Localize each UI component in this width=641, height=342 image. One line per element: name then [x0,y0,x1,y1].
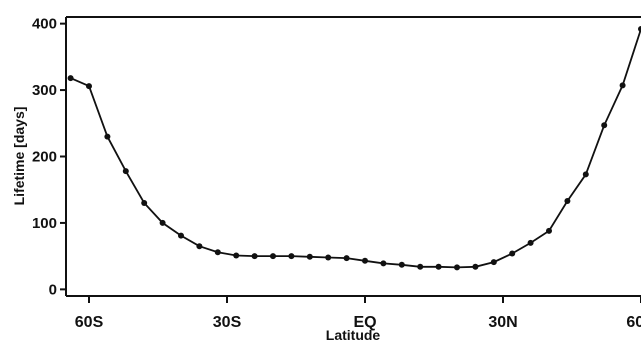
data-point [141,200,148,206]
data-point [490,259,497,266]
data-point [362,257,368,264]
data-point [270,253,276,260]
y-tick-label: 300 [32,82,57,99]
data-point [122,168,129,175]
data-point [306,253,313,260]
y-tick-label: 200 [32,149,57,166]
series [67,26,641,271]
data-point [159,219,166,226]
data-point [398,261,405,268]
data-point [582,171,589,178]
x-tick-label: 30N [488,314,517,331]
data-point [619,82,626,89]
data-point [86,83,92,90]
data-point [638,26,641,32]
data-point [343,255,350,262]
y-ticks: 0 100 200 300 400 [32,16,66,298]
y-tick-label: 0 [49,281,57,298]
y-axis-title: Lifetime [days] [11,107,27,206]
data-point [325,254,332,261]
data-point [214,249,221,256]
data-point [472,263,479,270]
y-tick-label: 400 [32,16,57,33]
data-point [527,239,534,246]
data-point [178,232,184,239]
x-tick-label: 30S [213,314,242,331]
data-point [454,264,460,271]
data-point [564,198,571,204]
data-point [380,260,387,267]
plot-axes [65,16,641,297]
x-ticks: 60S 30S EQ 30N 60N [75,296,641,331]
series-line [70,28,641,269]
data-point [417,263,424,270]
x-tick-label: 60N [626,314,641,331]
x-tick-label: 60S [75,314,104,331]
data-point [435,263,442,270]
y-tick-label: 100 [32,215,57,232]
data-point [251,253,258,260]
data-point [67,75,74,82]
data-point [288,253,295,260]
data-point [546,227,552,234]
x-axis-title: Latitude [326,327,381,342]
x-tick-label: EQ [353,314,376,331]
data-point [601,122,608,129]
data-point [509,250,516,257]
data-point [196,243,203,250]
data-point [233,252,240,259]
data-point [104,133,111,140]
